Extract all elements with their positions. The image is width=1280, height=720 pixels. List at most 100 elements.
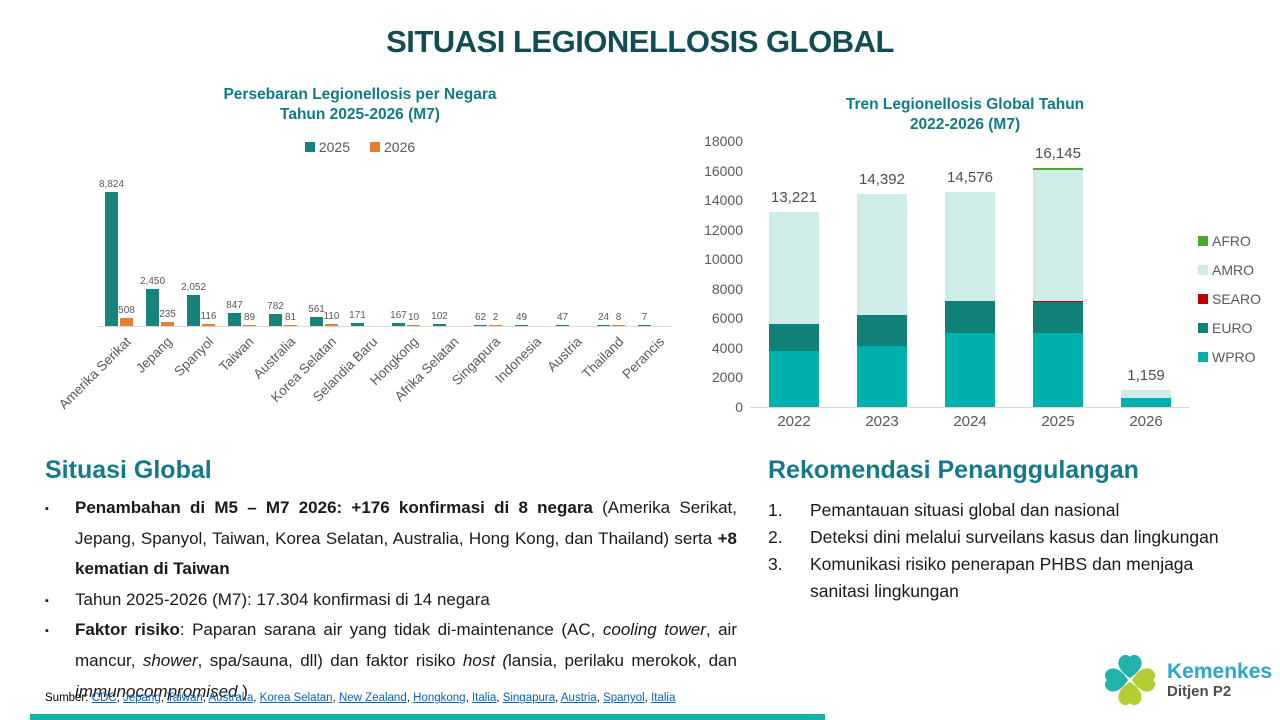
situasi-bullets: ▪ Penambahan di M5 – M7 2026: +176 konfir… xyxy=(45,493,737,707)
y-axis-tick: 16000 xyxy=(704,162,743,179)
bar-2025 xyxy=(105,192,118,326)
source-link-singapura[interactable]: Singapura xyxy=(502,692,556,704)
segment-WPRO xyxy=(945,333,995,407)
rekomendasi-item-2: 2. Deteksi dini melalui surveilans kasus … xyxy=(768,524,1223,551)
category-slot-8: 167 10 xyxy=(385,160,426,326)
bullet-item: ▪ Faktor risiko: Paparan sarana air yang … xyxy=(45,615,737,707)
bar-value-label: 49 xyxy=(515,311,528,323)
year-label: 2026 xyxy=(1129,413,1163,430)
bullet-marker: ▪ xyxy=(45,594,49,607)
bar-value-label: 561 xyxy=(308,304,325,316)
section-situasi-global: Situasi Global ▪ Penambahan di M5 – M7 20… xyxy=(45,456,737,707)
category-slot-4: 847 89 xyxy=(221,160,262,326)
category-slot-14: 7 xyxy=(631,160,672,326)
bar-value-label: 81 xyxy=(284,311,297,323)
bar-2025 xyxy=(556,324,569,326)
source-link-italia[interactable]: Italia xyxy=(471,692,497,704)
bar-value-label: 782 xyxy=(267,301,284,313)
source-link-hongkong[interactable]: Hongkong xyxy=(413,692,466,704)
category-label: Spanyol xyxy=(170,334,217,380)
year-slot-2024: 14,576 xyxy=(926,141,1014,407)
rekomendasi-number: 1. xyxy=(768,500,783,520)
category-label: Taiwan xyxy=(216,334,258,375)
bar-2026 xyxy=(407,324,420,326)
y-axis-tick: 12000 xyxy=(704,221,743,238)
source-link-taiwan[interactable]: Taiwan xyxy=(166,692,203,704)
kemenkes-flower-icon xyxy=(1104,654,1156,706)
bar-value-label: 167 xyxy=(390,310,407,322)
page-title: SITUASI LEGIONELLOSIS GLOBAL xyxy=(386,24,894,59)
bar-2025 xyxy=(392,323,405,326)
legend-label-afro: AFRO xyxy=(1212,233,1251,249)
bar-2025 xyxy=(433,324,446,326)
category-label: Amerika Serikat xyxy=(56,334,135,412)
segment-WPRO xyxy=(769,350,819,407)
source-link-italia[interactable]: Italia xyxy=(651,692,676,704)
chart-persebaran-legend: 2025 2026 xyxy=(30,139,690,155)
segment-EURO xyxy=(857,315,907,347)
y-axis-tick: 18000 xyxy=(704,133,743,149)
category-slot-3: 2,052 116 xyxy=(180,160,221,326)
rekomendasi-list: 1. Pemantauan situasi global dan nasional… xyxy=(768,497,1223,606)
bar-2026 xyxy=(325,324,338,326)
category-label: Thailand xyxy=(578,334,627,382)
category-slot-12: 47 xyxy=(549,160,590,326)
legend-swatch-searo xyxy=(1198,294,1208,304)
year-label: 2022 xyxy=(777,413,811,430)
source-link-new-zealand[interactable]: New Zealand xyxy=(338,692,407,704)
category-label: Austria xyxy=(544,334,586,375)
source-link-spanyol[interactable]: Spanyol xyxy=(603,692,645,704)
legend-item-2026: 2026 xyxy=(370,139,415,155)
segment-WPRO xyxy=(857,346,907,407)
bar-2025 xyxy=(187,294,200,326)
rekomendasi-item-1: 1. Pemantauan situasi global dan nasional xyxy=(768,497,1223,524)
segment-EURO xyxy=(1033,302,1083,334)
bullet-text: Faktor risiko: Paparan sarana air yang t… xyxy=(75,620,737,701)
source-link-austria[interactable]: Austria xyxy=(560,692,597,704)
category-slot-9: 102 xyxy=(426,160,467,326)
bar-2026 xyxy=(489,324,502,326)
bar-value-label: 2,450 xyxy=(139,275,166,287)
category-slot-6: 561 110 xyxy=(303,160,344,326)
bar-value-label: 847 xyxy=(226,300,243,312)
bullet-item: ▪ Tahun 2025-2026 (M7): 17.304 konfirmasi… xyxy=(45,585,737,616)
legend-item-afro: AFRO xyxy=(1198,233,1261,249)
y-axis-tick: 10000 xyxy=(704,251,743,268)
source-link-cdc[interactable]: CDC xyxy=(91,692,117,704)
segment-AMRO xyxy=(1121,389,1171,399)
bar-2026 xyxy=(284,324,297,326)
kemenkes-logo-name: Kemenkes xyxy=(1167,659,1273,683)
bar-2025 xyxy=(146,288,159,326)
bar-value-label: 102 xyxy=(431,311,448,323)
bar-2026 xyxy=(612,324,625,326)
category-slot-13: 24 8 xyxy=(590,160,631,326)
kemenkes-logo: Kemenkes Ditjen P2 xyxy=(1103,652,1272,708)
legend-item-searo: SEARO xyxy=(1198,291,1261,307)
source-link-australia[interactable]: Australia xyxy=(208,692,254,704)
rekomendasi-item-3: 3. Komunikasi risiko penerapan PHBS dan m… xyxy=(768,551,1223,605)
rekomendasi-heading: Rekomendasi Penanggulangan xyxy=(768,456,1139,484)
source-link-jepang[interactable]: Jepang xyxy=(123,692,161,704)
bar-value-label: 47 xyxy=(556,311,569,323)
section-rekomendasi: Rekomendasi Penanggulangan 1. Pemantauan … xyxy=(768,456,1223,606)
bar-2025 xyxy=(269,314,282,326)
year-label: 2023 xyxy=(865,413,899,430)
chart-tren: Tren Legionellosis Global Tahun 2022-202… xyxy=(695,95,1270,447)
bar-value-label: 171 xyxy=(349,310,366,322)
source-link-korea-selatan[interactable]: Korea Selatan xyxy=(259,692,333,704)
legend-label-wpro: WPRO xyxy=(1212,349,1256,365)
category-slot-5: 782 81 xyxy=(262,160,303,326)
segment-WPRO xyxy=(1121,398,1171,407)
bar-2025 xyxy=(351,323,364,326)
bar-value-label: 10 xyxy=(407,311,420,323)
bullet-text: Penambahan di M5 – M7 2026: +176 konfirm… xyxy=(75,498,737,579)
year-label: 2024 xyxy=(953,413,987,430)
y-axis-tick: 8000 xyxy=(711,280,743,297)
source-label: Sumber: xyxy=(45,692,89,704)
kemenkes-logo-text: Kemenkes Ditjen P2 xyxy=(1167,660,1272,700)
rekomendasi-number: 2. xyxy=(768,527,783,548)
bar-value-label: 2,052 xyxy=(180,281,207,293)
bar-value-label: 8 xyxy=(615,311,622,323)
source-links: CDC, Jepang, Taiwan, Australia, Korea Se… xyxy=(91,692,676,704)
legend-swatch-wpro xyxy=(1198,352,1208,362)
